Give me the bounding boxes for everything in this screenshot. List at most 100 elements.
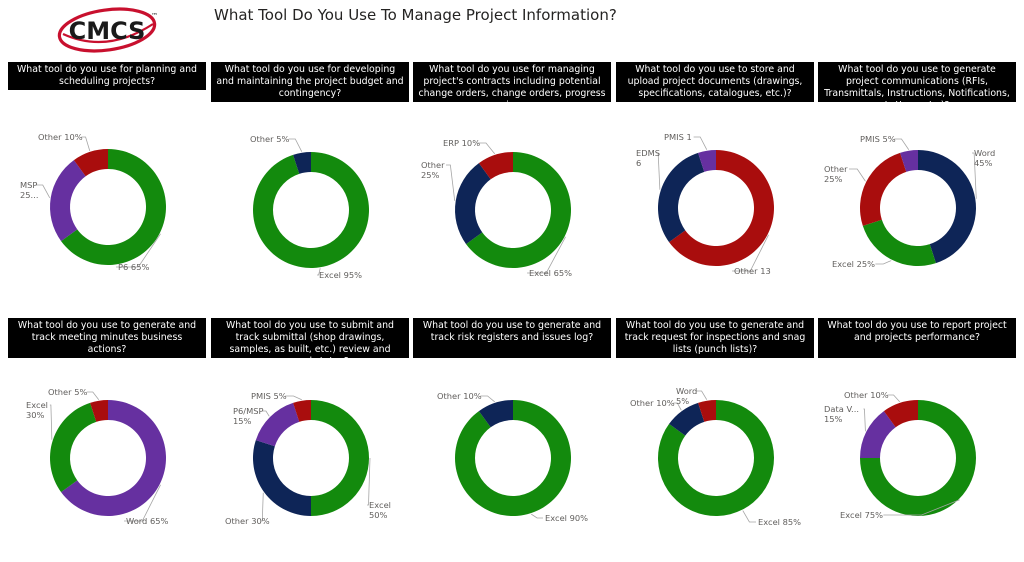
slice-other[interactable] [669, 402, 705, 436]
slice-other[interactable] [669, 150, 774, 266]
slice-excel[interactable] [253, 152, 369, 268]
slice-other[interactable] [455, 163, 491, 245]
slice-label: Excel 25% [832, 259, 875, 269]
leader-line [49, 404, 53, 440]
slice-label: Other 5% [250, 134, 289, 144]
slice-label: Word 5% [676, 386, 697, 406]
chart-panel-7: Excel 50% Other 30% P6/MSP 15% PMIS 5% What to… [211, 318, 409, 562]
chart-question-title: What tool do you use to report project a… [818, 318, 1016, 358]
donut-chart-1: P6 65% MSP 25... Other 10% [20, 132, 167, 272]
leader-line [972, 152, 977, 199]
slice-p6-msp[interactable] [255, 402, 300, 447]
chart-panel-3: Excel 65% Other 25% ERP 10% What tool do you… [413, 62, 611, 306]
slice-excel[interactable] [311, 400, 369, 516]
leader-line [883, 499, 960, 516]
leader-line [673, 402, 682, 411]
chart-panel-5: Word 45% Excel 25% Other 25% PMIS 5% What tool… [818, 62, 1016, 306]
slice-other[interactable] [293, 152, 311, 174]
slice-other[interactable] [883, 400, 918, 428]
leader-line [742, 510, 756, 523]
chart-question-title: What tool do you use to submit and track… [211, 318, 409, 358]
slice-word[interactable] [61, 400, 167, 516]
chart-question-title: What tool do you use to generate and tra… [413, 318, 611, 358]
slice-label: Other 25% [824, 164, 848, 184]
slice-label: Data V... 15% [824, 404, 859, 424]
chart-question-title: What tool do you use for developing and … [211, 62, 409, 102]
donut-chart-5: Word 45% Excel 25% Other 25% PMIS 5% [824, 134, 995, 269]
leader-line [887, 394, 901, 403]
leader-line [656, 152, 661, 190]
chart-panel-8: Excel 90% Other 10% What tool do you use t… [413, 318, 611, 562]
slice-label: Excel 75% [840, 510, 883, 520]
slice-other[interactable] [73, 149, 108, 177]
donut-chart-3: Excel 65% Other 25% ERP 10% [421, 138, 572, 278]
leader-line [317, 268, 321, 276]
slice-excel[interactable] [862, 219, 936, 266]
slice-excel[interactable] [658, 400, 774, 516]
slice-label: Other 10% [630, 398, 675, 408]
leader-line [261, 492, 264, 522]
slice-other[interactable] [90, 400, 108, 422]
chart-panel-10: Excel 75% Data V... 15% Other 10% What tool … [818, 318, 1016, 562]
slice-label: Excel 95% [319, 270, 362, 280]
chart-question-title: What tool do you use for managing projec… [413, 62, 611, 102]
leader-line [81, 136, 91, 152]
donut-chart-6: Word 65% Excel 30%Other 5% [26, 387, 169, 526]
slice-label: Excel 30% [26, 400, 48, 420]
leader-line [894, 138, 910, 150]
slice-label: Word 45% [974, 148, 995, 168]
donut-chart-9: Excel 85% Other 10%Word 5% [630, 386, 801, 527]
leader-line [863, 408, 866, 432]
chart-panel-2: Excel 95% Other 5% What tool do you use fo… [211, 62, 409, 306]
slice-label: Excel 85% [758, 517, 801, 527]
slice-label: Other 30% [225, 516, 270, 526]
leader-line [86, 391, 100, 400]
chart-panel-1: P6 65% MSP 25... Other 10% What tool do you … [8, 62, 206, 306]
slice-pmis[interactable] [698, 150, 716, 172]
slice-p6[interactable] [61, 149, 167, 265]
slice-label: Excel 90% [545, 513, 588, 523]
chart-panel-4: Other 13 EDMS 6 PMIS 1 What tool do you use … [616, 62, 814, 306]
slice-label: PMIS 5% [860, 134, 896, 144]
slice-excel[interactable] [466, 152, 571, 268]
leader-line [124, 484, 161, 522]
leader-line [446, 164, 456, 201]
chart-question-title: What tool do you use to generate and tra… [8, 318, 206, 358]
slice-label: PMIS 1 [664, 132, 692, 142]
slice-data-v[interactable] [860, 411, 896, 458]
slice-label: Other 13 [734, 266, 771, 276]
slice-msp[interactable] [50, 160, 86, 242]
slice-label: Other 5% [48, 387, 87, 397]
leader-line [527, 236, 566, 274]
donut-chart-2: Excel 95% Other 5% [250, 134, 369, 280]
slice-excel[interactable] [49, 402, 97, 493]
slice-pmis[interactable] [293, 400, 311, 422]
slice-label: Other 10% [38, 132, 83, 142]
leader-line [367, 457, 371, 506]
slice-word[interactable] [698, 400, 716, 422]
slice-word[interactable] [918, 150, 976, 264]
slice-pmis[interactable] [900, 150, 918, 172]
slice-label: Excel 65% [529, 268, 572, 278]
leader-line [480, 395, 496, 403]
slice-label: P6/MSP 15% [233, 406, 264, 426]
slice-other[interactable] [252, 440, 311, 516]
slice-excel[interactable] [860, 400, 976, 516]
logo-trademark: ™ [151, 12, 158, 20]
chart-panel-6: Word 65% Excel 30% Other 5% What tool do you… [8, 318, 206, 562]
slice-other[interactable] [860, 152, 907, 226]
chart-question-title: What tool do you use for planning and sc… [8, 62, 206, 90]
leader-line [875, 260, 892, 265]
cmcs-logo: CMCS ™ [57, 7, 158, 53]
slice-edms[interactable] [658, 152, 705, 243]
slice-label: Word 65% [126, 516, 169, 526]
slice-excel[interactable] [455, 400, 571, 516]
slice-other[interactable] [478, 400, 513, 428]
donut-chart-8: Excel 90% Other 10% [437, 391, 588, 523]
slice-erp[interactable] [478, 152, 513, 180]
slice-label: Excel 50% [369, 500, 391, 520]
leader-line [531, 513, 543, 519]
slice-label: PMIS 5% [251, 391, 287, 401]
leader-line [849, 168, 866, 182]
leader-line [285, 395, 302, 401]
